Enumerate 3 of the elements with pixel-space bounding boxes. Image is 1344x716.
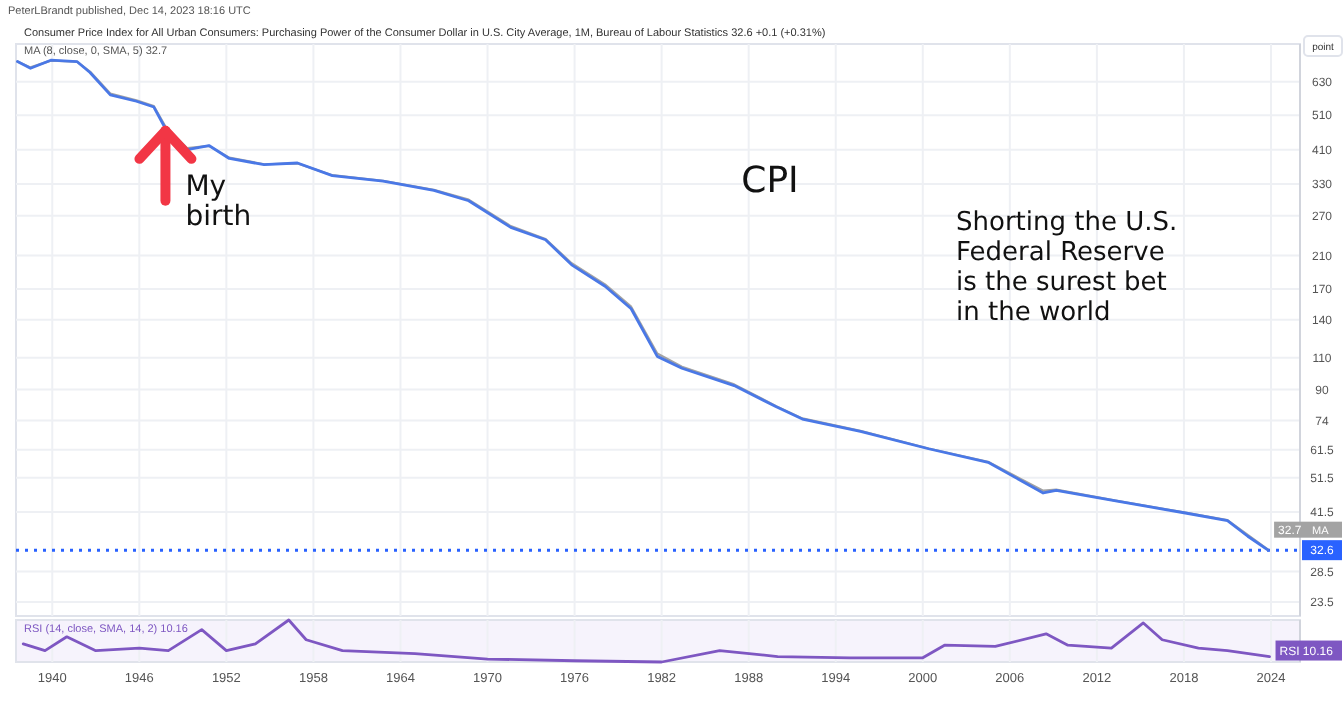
annotation: Shorting the U.S. Federal Reserve is the surest bet in the world [956,208,1178,328]
annotation: CPI [741,160,799,202]
annotation: My birth [185,170,252,233]
